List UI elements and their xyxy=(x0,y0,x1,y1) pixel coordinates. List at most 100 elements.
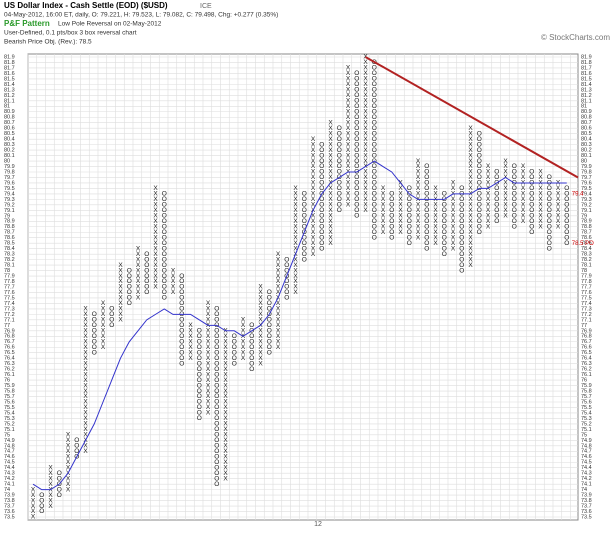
box: X xyxy=(311,251,316,258)
box: X xyxy=(363,130,368,137)
box: X xyxy=(468,234,473,241)
y-tick-label: 76.7 xyxy=(4,339,15,345)
y-tick-label: 75.8 xyxy=(4,389,15,395)
box: X xyxy=(521,196,526,203)
box: O xyxy=(197,399,202,406)
box: X xyxy=(136,256,141,263)
box: X xyxy=(118,306,123,313)
y-tick-label: 76.6 xyxy=(4,345,15,351)
box: O xyxy=(442,234,447,241)
y-tick-label-right: 80.9 xyxy=(581,109,592,115)
y-tick-label: 77.8 xyxy=(4,279,15,285)
box: X xyxy=(346,191,351,198)
y-tick-label-right: 77.1 xyxy=(581,317,592,323)
box: X xyxy=(363,169,368,176)
box: X xyxy=(433,218,438,225)
y-tick-label-right: 80.1 xyxy=(581,153,592,159)
box: O xyxy=(302,213,307,220)
box: O xyxy=(407,196,412,203)
box: O xyxy=(372,174,377,181)
box: O xyxy=(57,475,62,482)
box: X xyxy=(293,284,298,291)
box: O xyxy=(214,404,219,411)
box: X xyxy=(66,437,71,444)
box: O xyxy=(302,234,307,241)
y-tick-label-right: 77.6 xyxy=(581,290,592,296)
box: X xyxy=(521,207,526,214)
box: X xyxy=(363,103,368,110)
box: X xyxy=(468,218,473,225)
box: X xyxy=(206,311,211,318)
box: X xyxy=(83,317,88,324)
y-tick-label-right: 76.3 xyxy=(581,361,592,367)
box: X xyxy=(381,207,386,214)
box: O xyxy=(529,174,534,181)
box: O xyxy=(477,174,482,181)
y-tick-label: 74.9 xyxy=(4,438,15,444)
box: O xyxy=(197,388,202,395)
box: X xyxy=(83,382,88,389)
box: O xyxy=(179,300,184,307)
box: O xyxy=(57,492,62,499)
box: X xyxy=(468,136,473,143)
box: X xyxy=(31,514,36,521)
y-tick-label: 80.5 xyxy=(4,131,15,137)
box: X xyxy=(398,207,403,214)
y-tick-label-right: 77.5 xyxy=(581,295,592,301)
box: O xyxy=(197,404,202,411)
y-tick-label: 79.3 xyxy=(4,197,15,203)
box: X xyxy=(363,202,368,209)
box: O xyxy=(214,344,219,351)
box: O xyxy=(162,202,167,209)
box: O xyxy=(162,196,167,203)
box: O xyxy=(529,169,534,176)
y-tick-label: 80.4 xyxy=(4,137,15,143)
box: O xyxy=(267,295,272,302)
box: X xyxy=(503,191,508,198)
box: X xyxy=(311,185,316,192)
box: X xyxy=(381,229,386,236)
box: X xyxy=(258,317,263,324)
box: X xyxy=(258,300,263,307)
box: O xyxy=(424,163,429,170)
y-tick-label: 81.5 xyxy=(4,76,15,82)
box: O xyxy=(214,437,219,444)
box: X xyxy=(503,158,508,165)
box: X xyxy=(223,344,228,351)
box: X xyxy=(276,322,281,329)
box: O xyxy=(354,202,359,209)
box: O xyxy=(319,234,324,241)
box: O xyxy=(564,191,569,198)
box: O xyxy=(512,213,517,220)
y-tick-label-right: 81.8 xyxy=(581,60,592,66)
box: O xyxy=(424,207,429,214)
box: O xyxy=(372,130,377,137)
box: O xyxy=(179,278,184,285)
box: X xyxy=(188,322,193,329)
box: O xyxy=(372,152,377,159)
box: X xyxy=(223,333,228,340)
box: X xyxy=(538,174,543,181)
box: O xyxy=(407,213,412,220)
box: O xyxy=(109,311,114,318)
box: X xyxy=(451,229,456,236)
box: O xyxy=(92,344,97,351)
box: X xyxy=(311,152,316,159)
box: X xyxy=(83,443,88,450)
box: O xyxy=(162,256,167,263)
box: X xyxy=(206,333,211,340)
box: O xyxy=(92,338,97,345)
box: O xyxy=(232,338,237,345)
box: O xyxy=(389,213,394,220)
box: O xyxy=(214,366,219,373)
box: O xyxy=(389,234,394,241)
box: O xyxy=(512,174,517,181)
box: X xyxy=(223,393,228,400)
box: X xyxy=(381,218,386,225)
box: X xyxy=(416,223,421,230)
